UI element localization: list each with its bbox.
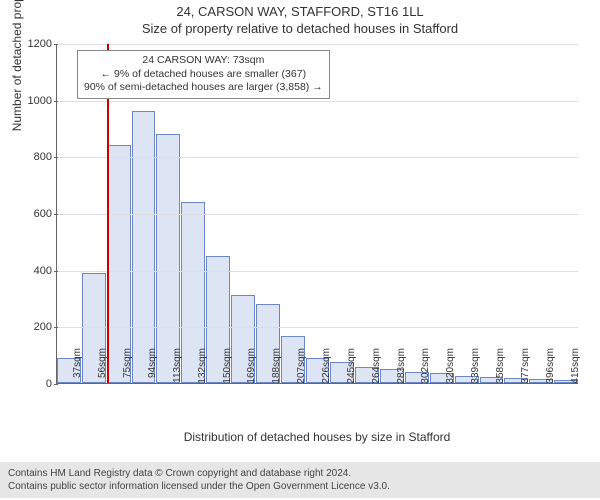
x-tick-label: 37sqm — [72, 348, 83, 388]
x-tick-label: 132sqm — [197, 348, 208, 388]
footer-line1: Contains HM Land Registry data © Crown c… — [8, 467, 592, 480]
x-tick-label: 339sqm — [470, 348, 481, 388]
y-tick-label: 1200 — [12, 38, 52, 50]
x-tick-label: 264sqm — [371, 348, 382, 388]
x-tick-label: 75sqm — [122, 348, 133, 388]
footer-attribution: Contains HM Land Registry data © Crown c… — [0, 462, 600, 498]
x-axis-label: Distribution of detached houses by size … — [56, 430, 578, 444]
x-tick-label: 207sqm — [296, 348, 307, 388]
x-tick-label: 283sqm — [396, 348, 407, 388]
histogram-bar — [156, 134, 180, 383]
annotation-box: 24 CARSON WAY: 73sqm ← 9% of detached ho… — [77, 50, 330, 99]
x-tick-label: 396sqm — [545, 348, 556, 388]
annotation-line1: 24 CARSON WAY: 73sqm — [84, 54, 323, 68]
annotation-line2: ← 9% of detached houses are smaller (367… — [84, 68, 323, 82]
y-tick-label: 800 — [12, 151, 52, 163]
x-tick-label: 150sqm — [222, 348, 233, 388]
x-tick-label: 245sqm — [346, 348, 357, 388]
x-tick-label: 302sqm — [420, 348, 431, 388]
y-tick-label: 600 — [12, 208, 52, 220]
x-tick-label: 94sqm — [147, 348, 158, 388]
y-tick-label: 400 — [12, 265, 52, 277]
y-axis-label: Number of detached properties — [10, 0, 24, 131]
footer-line2: Contains public sector information licen… — [8, 480, 592, 493]
y-tick-label: 200 — [12, 321, 52, 333]
x-tick-label: 56sqm — [97, 348, 108, 388]
x-tick-label: 358sqm — [495, 348, 506, 388]
x-tick-label: 113sqm — [172, 348, 183, 388]
x-tick-label: 320sqm — [445, 348, 456, 388]
chart-title: Size of property relative to detached ho… — [0, 19, 600, 36]
x-tick-label: 415sqm — [570, 348, 581, 388]
chart-area: Number of detached properties 24 CARSON … — [56, 44, 578, 426]
address-title: 24, CARSON WAY, STAFFORD, ST16 1LL — [0, 0, 600, 19]
x-tick-label: 188sqm — [271, 348, 282, 388]
x-tick-label: 169sqm — [246, 348, 257, 388]
x-tick-label: 226sqm — [321, 348, 332, 388]
histogram-bar — [132, 111, 156, 383]
y-tick-label: 1000 — [12, 95, 52, 107]
x-tick-label: 377sqm — [520, 348, 531, 388]
y-tick-label: 0 — [12, 378, 52, 390]
plot-region: 24 CARSON WAY: 73sqm ← 9% of detached ho… — [56, 44, 578, 384]
annotation-line3: 90% of semi-detached houses are larger (… — [84, 81, 323, 95]
